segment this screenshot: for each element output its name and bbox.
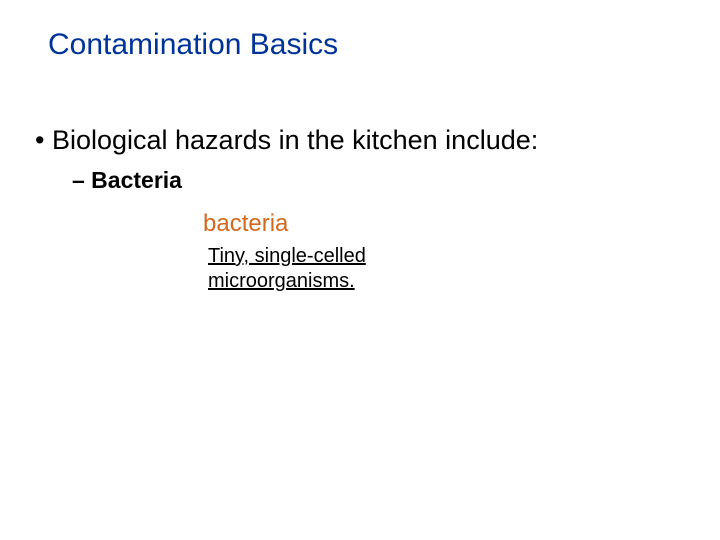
- bullet-sub: – Bacteria: [72, 167, 182, 194]
- slide-title: Contamination Basics: [48, 28, 338, 62]
- definition-line-2: microorganisms.: [208, 270, 355, 292]
- bullet-main: • Biological hazards in the kitchen incl…: [35, 125, 538, 156]
- definition-line-1: Tiny, single-celled: [208, 245, 366, 267]
- vocab-term: bacteria: [203, 210, 288, 238]
- vocab-definition: Tiny, single-celled microorganisms.: [208, 244, 366, 294]
